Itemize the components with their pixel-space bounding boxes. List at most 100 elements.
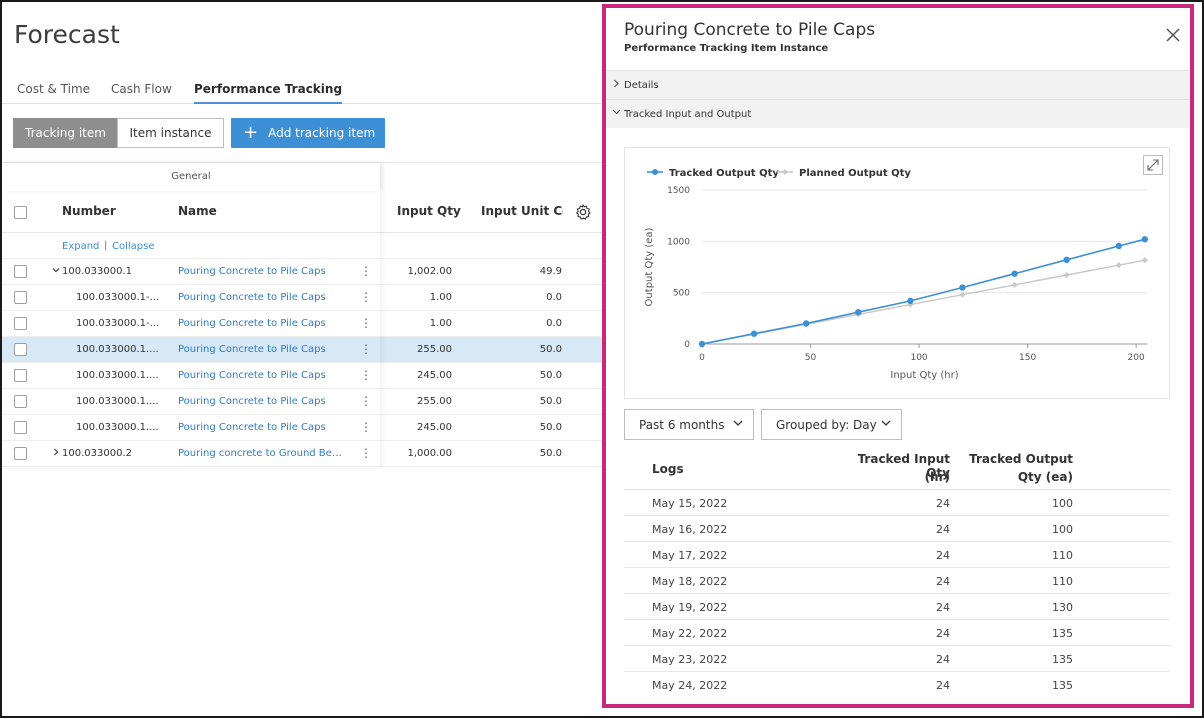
row-name-link[interactable]: Pouring Concrete to Pile Caps <box>178 370 326 381</box>
row-name-link[interactable]: Pouring Concrete to Pile Caps <box>178 318 326 329</box>
row-input-unit-cost: 50.0 <box>539 344 562 355</box>
add-tracking-item-button[interactable]: + Add tracking item <box>231 118 385 148</box>
toggle-tracking-item[interactable]: Tracking item <box>13 118 118 148</box>
table-row-selected[interactable]: 100.033000.1.... Pouring Concrete to Pil… <box>2 337 602 363</box>
log-input: 24 <box>936 627 950 640</box>
row-name-link[interactable]: Pouring Concrete to Pile Caps <box>178 344 326 355</box>
data-point-tracked <box>907 297 914 305</box>
logs-header: Logs Tracked Input Qty (hr) Tracked Outp… <box>624 448 1170 490</box>
chevron-down-icon <box>881 420 891 426</box>
logs-col-output-line1: Tracked Output <box>969 452 1073 466</box>
log-date: May 22, 2022 <box>652 627 728 640</box>
row-checkbox[interactable] <box>14 369 27 382</box>
table-row[interactable]: 100.033000.1.... Pouring Concrete to Pil… <box>2 389 602 415</box>
collapse-link[interactable]: Collapse <box>112 241 155 252</box>
date-range-dropdown[interactable]: Past 6 months <box>624 409 754 440</box>
row-name-link[interactable]: Pouring concrete to Ground Bea... <box>178 448 346 459</box>
data-point-tracked <box>1141 236 1149 243</box>
row-checkbox[interactable] <box>14 343 27 356</box>
chevron-down-icon <box>612 108 621 119</box>
legend-marker <box>782 169 788 175</box>
data-point-planned <box>1115 262 1122 269</box>
expand-collapse-separator: | <box>104 240 108 251</box>
expand-collapse-row: Expand | Collapse <box>2 233 602 259</box>
row-input-qty: 255.00 <box>417 396 452 407</box>
expand-link[interactable]: Expand <box>62 241 100 252</box>
log-output: 130 <box>1052 601 1073 614</box>
row-input-qty: 1.00 <box>429 318 452 329</box>
kebab-menu-icon[interactable]: ⋮ <box>360 290 372 304</box>
tab-cash-flow[interactable]: Cash Flow <box>111 82 172 96</box>
chevron-right-icon[interactable] <box>51 447 61 460</box>
row-name-link[interactable]: Pouring Concrete to Pile Caps <box>178 292 326 303</box>
kebab-menu-icon[interactable]: ⋮ <box>360 368 372 382</box>
section-details[interactable]: Details <box>606 70 1190 99</box>
data-point-planned <box>1063 272 1070 279</box>
col-name[interactable]: Name <box>178 204 217 218</box>
log-row: May 16, 2022 24 100 <box>624 516 1170 542</box>
row-name-link[interactable]: Pouring Concrete to Pile Caps <box>178 422 326 433</box>
section-tracked-input-output[interactable]: Tracked Input and Output <box>606 99 1190 128</box>
section-tracked-label: Tracked Input and Output <box>624 109 752 120</box>
row-number: 100.033000.2 <box>62 448 132 459</box>
log-input: 24 <box>936 575 950 588</box>
date-range-value: Past 6 months <box>639 417 725 432</box>
data-point-tracked <box>750 330 758 337</box>
table-row[interactable]: 100.033000.1-... Pouring Concrete to Pil… <box>2 285 602 311</box>
log-output: 100 <box>1052 523 1073 536</box>
kebab-menu-icon[interactable]: ⋮ <box>360 342 372 356</box>
group-by-dropdown[interactable]: Grouped by: Day <box>761 409 902 440</box>
log-input: 24 <box>936 523 950 536</box>
row-checkbox[interactable] <box>14 395 27 408</box>
toggle-item-instance[interactable]: Item instance <box>117 118 224 148</box>
kebab-menu-icon[interactable]: ⋮ <box>360 264 372 278</box>
row-name-link[interactable]: Pouring Concrete to Pile Caps <box>178 396 326 407</box>
chevron-down-icon[interactable] <box>51 265 61 278</box>
gear-icon[interactable] <box>574 203 592 221</box>
select-all-checkbox[interactable] <box>14 206 27 219</box>
expand-chart-icon[interactable] <box>1143 155 1163 175</box>
tab-bar: Cost & Time Cash Flow Performance Tracki… <box>2 80 602 104</box>
logs-col-input-line1: Tracked Input Qty <box>857 452 950 480</box>
log-input: 24 <box>936 497 950 510</box>
section-details-label: Details <box>624 80 659 91</box>
page-title: Forecast <box>14 20 120 49</box>
col-number[interactable]: Number <box>62 204 116 218</box>
close-icon[interactable] <box>1166 28 1180 46</box>
col-input-qty[interactable]: Input Qty <box>397 204 461 218</box>
row-input-qty: 1.00 <box>429 292 452 303</box>
table-row[interactable]: 100.033000.1 Pouring Concrete to Pile Ca… <box>2 259 602 285</box>
table-header: Number Name Input Qty Input Unit Cos <box>2 191 602 233</box>
tab-performance-tracking[interactable]: Performance Tracking <box>194 82 343 104</box>
plus-icon: + <box>243 122 259 143</box>
data-point-tracked <box>1011 270 1018 277</box>
row-checkbox[interactable] <box>14 447 27 460</box>
row-number: 100.033000.1 <box>62 266 132 277</box>
tab-cost-time[interactable]: Cost & Time <box>17 82 91 96</box>
row-name-link[interactable]: Pouring Concrete to Pile Caps <box>178 266 326 277</box>
data-point-planned <box>959 291 966 298</box>
table-row[interactable]: 100.033000.1.... Pouring Concrete to Pil… <box>2 363 602 389</box>
table-row[interactable]: 100.033000.2 Pouring concrete to Ground … <box>2 441 602 467</box>
row-checkbox[interactable] <box>14 265 27 278</box>
log-output: 100 <box>1052 497 1073 510</box>
data-point-planned <box>1011 281 1018 288</box>
kebab-menu-icon[interactable]: ⋮ <box>360 316 372 330</box>
output-chart: 0 500 1000 1500 0 50 100 150 200 Input Qty (hr) Ou… <box>644 168 1149 381</box>
data-point-tracked <box>1115 242 1122 250</box>
chevron-down-icon <box>733 420 743 426</box>
table-row[interactable]: 100.033000.1.... Pouring Concrete to Pil… <box>2 415 602 441</box>
x-tick-label: 50 <box>805 353 817 363</box>
kebab-menu-icon[interactable]: ⋮ <box>360 394 372 408</box>
row-checkbox[interactable] <box>14 291 27 304</box>
y-tick-label: 0 <box>684 340 690 350</box>
kebab-menu-icon[interactable]: ⋮ <box>360 420 372 434</box>
log-output: 110 <box>1052 549 1073 562</box>
row-checkbox[interactable] <box>14 421 27 434</box>
table-row[interactable]: 100.033000.1-... Pouring Concrete to Pil… <box>2 311 602 337</box>
row-number: 100.033000.1.... <box>76 370 159 381</box>
col-input-unit-cost[interactable]: Input Unit Cos <box>481 204 563 218</box>
row-checkbox[interactable] <box>14 317 27 330</box>
kebab-menu-icon[interactable]: ⋮ <box>360 446 372 460</box>
